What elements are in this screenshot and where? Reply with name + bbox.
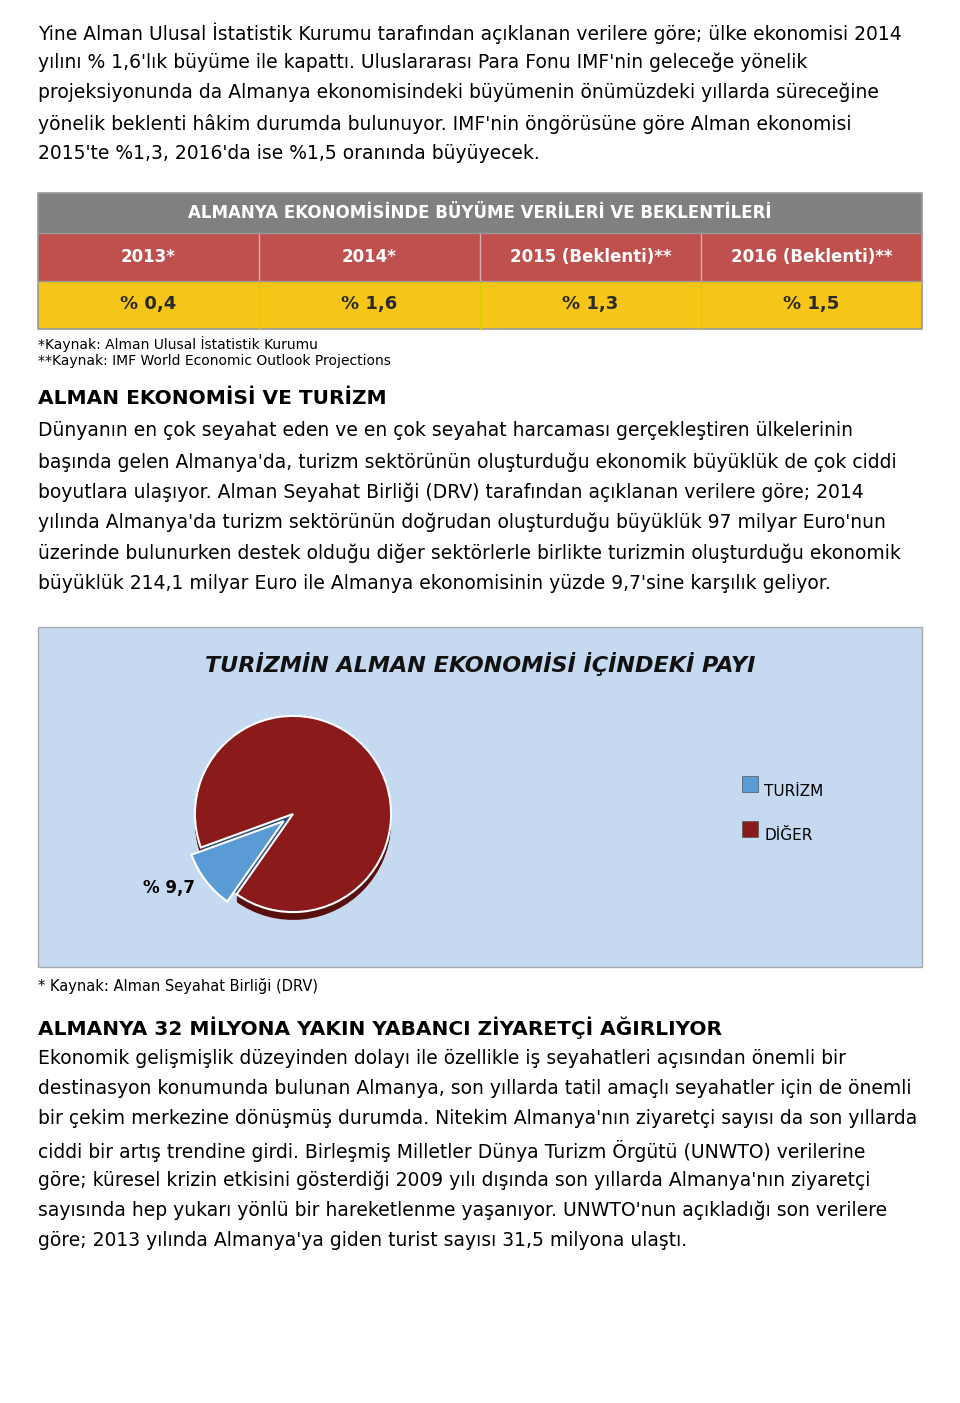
Text: başında gelen Almanya'da, turizm sektörünün oluşturduğu ekonomik büyüklük de çok: başında gelen Almanya'da, turizm sektörü… bbox=[38, 452, 897, 471]
Text: üzerinde bulunurken destek olduğu diğer sektörlerle birlikte turizmin oluşturduğ: üzerinde bulunurken destek olduğu diğer … bbox=[38, 543, 900, 563]
Bar bbox=[38, 233, 922, 281]
Text: göre; küresel krizin etkisini gösterdiği 2009 yılı dışında son yıllarda Almanya': göre; küresel krizin etkisini gösterdiği… bbox=[38, 1170, 871, 1190]
Wedge shape bbox=[195, 721, 391, 918]
Bar bbox=[742, 776, 758, 791]
Text: göre; 2013 yılında Almanya'ya giden turist sayısı 31,5 milyona ulaştı.: göre; 2013 yılında Almanya'ya giden turi… bbox=[38, 1232, 687, 1250]
Text: yılını % 1,6'lık büyüme ile kapattı. Uluslararası Para Fonu IMF'nin geleceğe yön: yılını % 1,6'lık büyüme ile kapattı. Ulu… bbox=[38, 52, 807, 72]
Text: % 9,7: % 9,7 bbox=[143, 880, 195, 898]
Text: % 90,3: % 90,3 bbox=[301, 793, 365, 811]
Wedge shape bbox=[195, 718, 391, 913]
Text: büyüklük 214,1 milyar Euro ile Almanya ekonomisinin yüzde 9,7'sine karşılık geli: büyüklük 214,1 milyar Euro ile Almanya e… bbox=[38, 574, 830, 593]
Text: % 1,6: % 1,6 bbox=[342, 296, 397, 313]
Text: boyutlara ulaşıyor. Alman Seyahat Birliği (DRV) tarafından açıklanan verilere gö: boyutlara ulaşıyor. Alman Seyahat Birliğ… bbox=[38, 483, 864, 502]
Bar bbox=[38, 627, 922, 967]
Text: sayısında hep yukarı yönlü bir hareketlenme yaşanıyor. UNWTO'nun açıkladığı son : sayısında hep yukarı yönlü bir hareketle… bbox=[38, 1201, 887, 1221]
Text: destinasyon konumunda bulunan Almanya, son yıllarda tatil amaçlı seyahatler için: destinasyon konumunda bulunan Almanya, s… bbox=[38, 1079, 911, 1099]
Text: Ekonomik gelişmişlik düzeyinden dolayı ile özellikle iş seyahatleri açısından ön: Ekonomik gelişmişlik düzeyinden dolayı i… bbox=[38, 1048, 846, 1068]
Text: *Kaynak: Alman Ulusal İstatistik Kurumu: *Kaynak: Alman Ulusal İstatistik Kurumu bbox=[38, 337, 318, 352]
Wedge shape bbox=[204, 814, 296, 895]
Wedge shape bbox=[195, 720, 391, 916]
Wedge shape bbox=[195, 716, 391, 912]
Text: % 1,3: % 1,3 bbox=[563, 296, 618, 313]
Bar bbox=[742, 821, 758, 836]
Wedge shape bbox=[204, 814, 297, 895]
Text: DİĞER: DİĞER bbox=[764, 829, 812, 843]
Wedge shape bbox=[195, 724, 391, 920]
Text: * Kaynak: Alman Seyahat Birliği (DRV): * Kaynak: Alman Seyahat Birliği (DRV) bbox=[38, 978, 318, 995]
Text: % 0,4: % 0,4 bbox=[120, 296, 177, 313]
Text: % 1,5: % 1,5 bbox=[783, 296, 840, 313]
Text: yılında Almanya'da turizm sektörünün doğrudan oluşturduğu büyüklük 97 milyar Eur: yılında Almanya'da turizm sektörünün doğ… bbox=[38, 513, 886, 533]
Text: 2015 (Beklenti)**: 2015 (Beklenti)** bbox=[510, 247, 671, 265]
Wedge shape bbox=[195, 723, 391, 919]
Text: ALMANYA 32 MİLYONA YAKIN YABANCI ZİYARETÇİ AĞIRLIYOR: ALMANYA 32 MİLYONA YAKIN YABANCI ZİYARET… bbox=[38, 1017, 722, 1040]
Wedge shape bbox=[206, 814, 299, 895]
Text: projeksiyonunda da Almanya ekonomisindeki büyümenin önümüzdeki yıllarda süreceği: projeksiyonunda da Almanya ekonomisindek… bbox=[38, 83, 878, 102]
Wedge shape bbox=[210, 815, 302, 895]
Text: ALMAN EKONOMİSİ VE TURİZM: ALMAN EKONOMİSİ VE TURİZM bbox=[38, 390, 387, 408]
Text: 2014*: 2014* bbox=[342, 247, 396, 265]
Wedge shape bbox=[195, 718, 391, 915]
Text: Yine Alman Ulusal İstatistik Kurumu tarafından açıklanan verilere göre; ülke eko: Yine Alman Ulusal İstatistik Kurumu tara… bbox=[38, 22, 901, 43]
Wedge shape bbox=[208, 815, 300, 895]
Bar bbox=[38, 281, 922, 328]
Wedge shape bbox=[195, 717, 391, 913]
Wedge shape bbox=[195, 721, 391, 918]
Wedge shape bbox=[205, 814, 298, 895]
Wedge shape bbox=[209, 815, 301, 895]
Text: **Kaynak: IMF World Economic Outlook Projections: **Kaynak: IMF World Economic Outlook Pro… bbox=[38, 355, 391, 369]
Wedge shape bbox=[202, 814, 294, 894]
Bar bbox=[38, 192, 922, 328]
Text: bir çekim merkezine dönüşmüş durumda. Nitekim Almanya'nın ziyaretçi sayısı da so: bir çekim merkezine dönüşmüş durumda. Ni… bbox=[38, 1110, 917, 1128]
Text: yönelik beklenti hâkim durumda bulunuyor. IMF'nin öngörüsüne göre Alman ekonomis: yönelik beklenti hâkim durumda bulunuyor… bbox=[38, 114, 852, 133]
Wedge shape bbox=[191, 821, 283, 901]
Bar bbox=[38, 192, 922, 233]
Text: TURİZMİN ALMAN EKONOMİSİ İÇİNDEKİ PAYI: TURİZMİN ALMAN EKONOMİSİ İÇİNDEKİ PAYI bbox=[204, 652, 756, 676]
Text: ALMANYA EKONOMİSİNDE BÜYÜME VERİLERİ VE BEKLENTİLERİ: ALMANYA EKONOMİSİNDE BÜYÜME VERİLERİ VE … bbox=[188, 203, 772, 222]
Text: 2013*: 2013* bbox=[121, 247, 176, 265]
Text: Dünyanın en çok seyahat eden ve en çok seyahat harcaması gerçekleştiren ülkeleri: Dünyanın en çok seyahat eden ve en çok s… bbox=[38, 421, 853, 441]
Text: ciddi bir artış trendine girdi. Birleşmiş Milletler Dünya Turizm Örgütü (UNWTO) : ciddi bir artış trendine girdi. Birleşmi… bbox=[38, 1141, 865, 1162]
Text: 2016 (Beklenti)**: 2016 (Beklenti)** bbox=[731, 247, 892, 265]
Text: 2015'te %1,3, 2016'da ise %1,5 oranında büyüyecek.: 2015'te %1,3, 2016'da ise %1,5 oranında … bbox=[38, 145, 540, 163]
Text: TURİZM: TURİZM bbox=[764, 783, 824, 798]
